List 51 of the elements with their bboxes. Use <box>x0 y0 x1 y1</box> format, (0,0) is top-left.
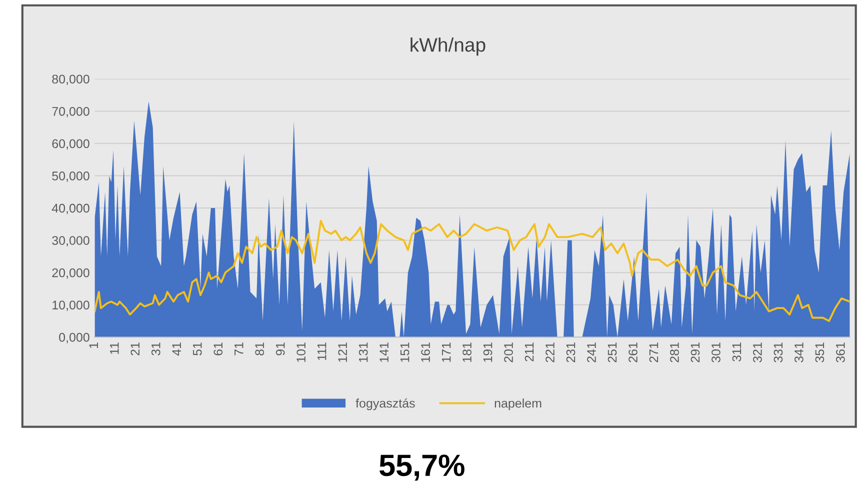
x-tick-label: 321 <box>753 342 762 362</box>
x-tick-label: 181 <box>462 342 472 362</box>
x-tick-label: 291 <box>690 342 700 362</box>
x-tick-label: 231 <box>566 342 576 362</box>
x-tick-label: 221 <box>546 342 554 362</box>
x-tick-label: 161 <box>421 342 430 362</box>
x-tick-label: 1 <box>89 342 98 348</box>
chart-title: kWh/nap <box>410 37 486 56</box>
y-tick-label: 40,000 <box>52 204 90 214</box>
y-tick-label: 20,000 <box>52 268 90 279</box>
y-tick-label: 70,000 <box>52 106 90 118</box>
x-tick-label: 61 <box>214 342 223 356</box>
y-tick-label: 60,000 <box>52 139 90 150</box>
x-tick-label: 141 <box>380 342 388 362</box>
x-tick-label: 151 <box>400 342 410 362</box>
x-tick-label: 241 <box>587 342 596 362</box>
x-tick-label: 111 <box>318 342 326 360</box>
y-tick-label: 30,000 <box>52 236 90 246</box>
x-tick-label: 281 <box>670 342 679 362</box>
x-tick-label: 31 <box>151 342 160 356</box>
x-tick-label: 51 <box>193 342 202 356</box>
x-tick-label: 71 <box>234 342 244 356</box>
x-tick-label: 201 <box>504 342 513 362</box>
x-tick-label: 41 <box>172 342 181 356</box>
x-tick-label: 81 <box>255 342 264 356</box>
x-tick-label: 191 <box>483 342 492 362</box>
x-tick-label: 301 <box>712 342 720 362</box>
x-tick-label: 361 <box>836 342 845 362</box>
x-tick-label: 311 <box>732 342 742 362</box>
x-tick-label: 101 <box>296 342 306 362</box>
x-tick-label: 171 <box>442 342 451 362</box>
legend-label: fogyasztás <box>356 398 415 410</box>
x-tick-label: 331 <box>774 342 783 362</box>
x-tick-label: 251 <box>608 342 617 362</box>
y-tick-label: 50,000 <box>52 172 90 182</box>
line-series <box>94 220 850 322</box>
x-tick-label: 91 <box>276 342 285 356</box>
legend-label: napelem <box>494 398 542 410</box>
x-tick-label: 271 <box>649 342 658 362</box>
x-tick-label: 211 <box>524 342 534 362</box>
x-tick-label: 131 <box>358 342 368 362</box>
y-tick-label: 10,000 <box>52 300 90 311</box>
text: 55,7% <box>380 454 464 481</box>
x-tick-label: 261 <box>628 342 638 362</box>
x-tick-label: 341 <box>794 342 804 362</box>
y-tick-label: 0,000 <box>59 332 90 344</box>
x-tick-label: 121 <box>338 342 347 362</box>
x-tick-label: 11 <box>110 342 119 354</box>
x-tick-label: 21 <box>130 342 140 356</box>
y-tick-label: 80,000 <box>52 74 90 86</box>
x-tick-label: 351 <box>815 342 824 362</box>
